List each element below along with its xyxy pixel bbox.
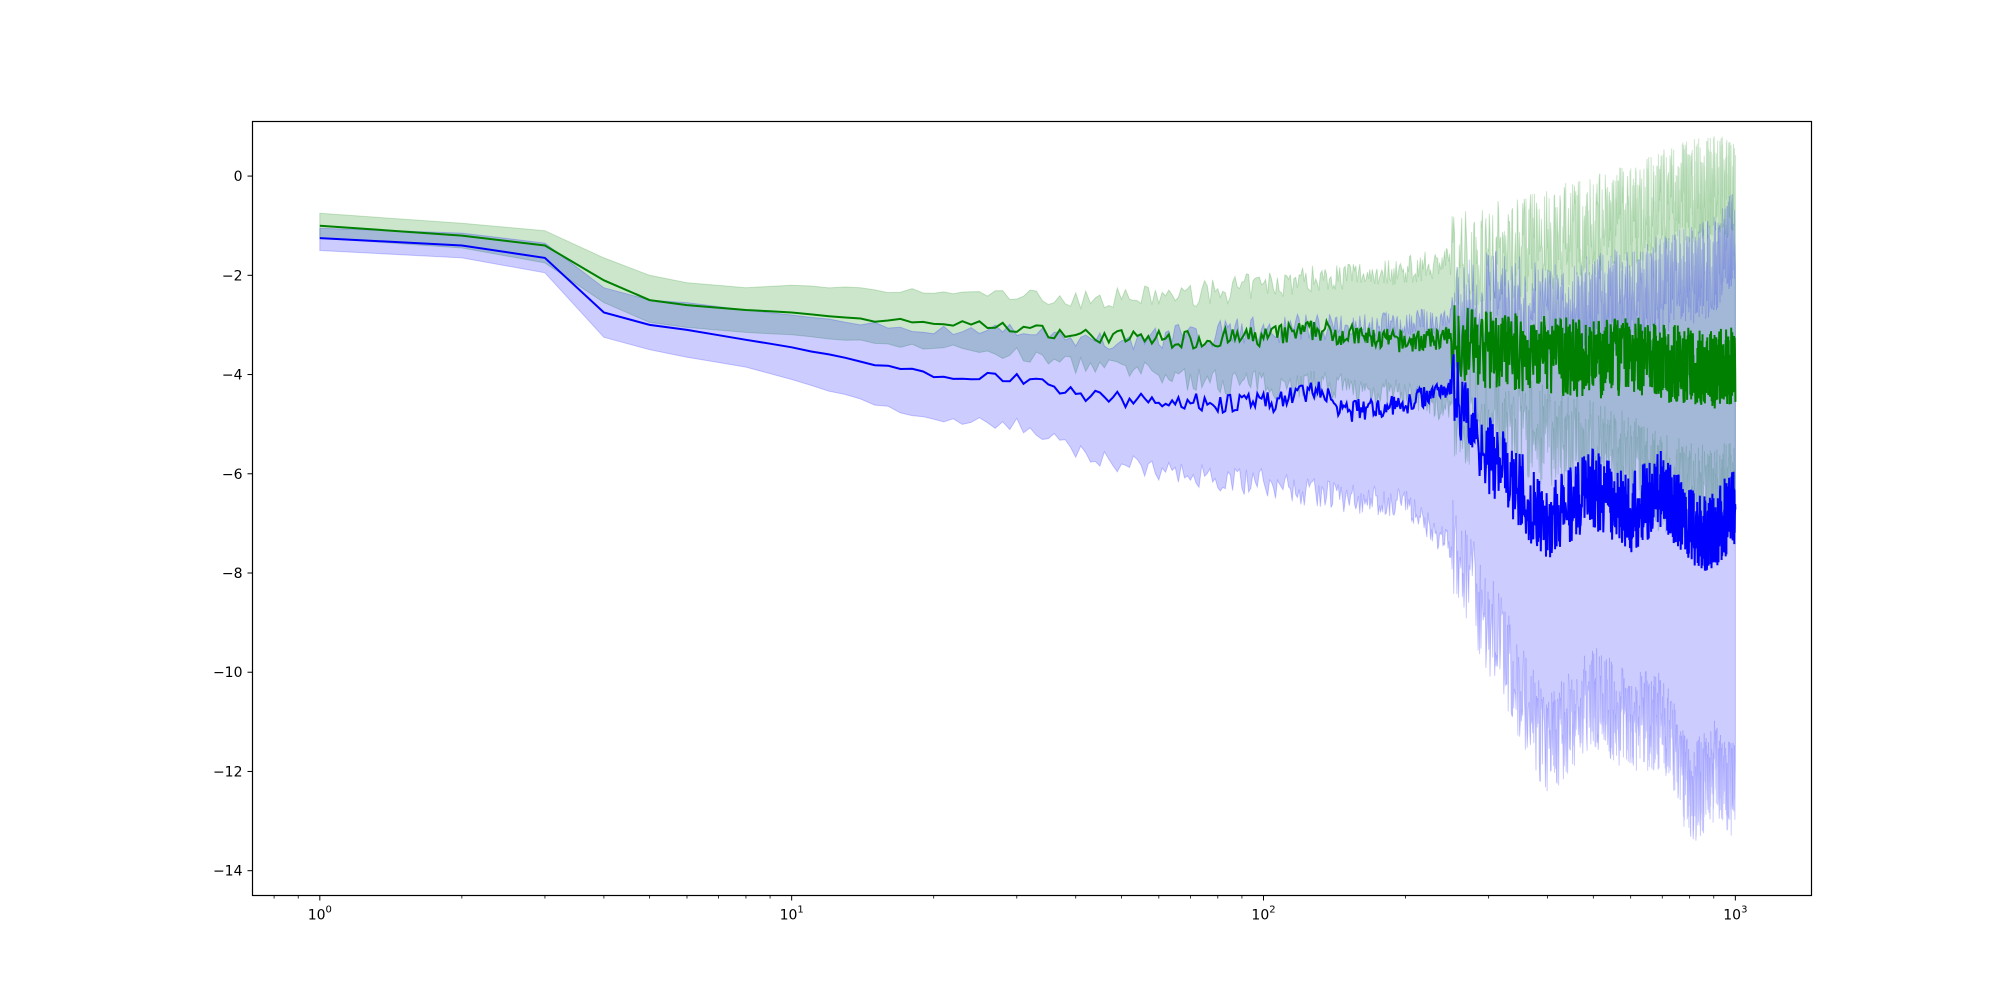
- x-tick-label: 101: [780, 905, 804, 924]
- y-tick-label: −14: [213, 864, 243, 880]
- x-tick-label: 100: [308, 905, 332, 924]
- series-lines: [319, 224, 1737, 571]
- series-1-band: [319, 136, 1736, 549]
- x-axis: 100 101 102 103: [273, 895, 1747, 924]
- plot-frame: [251, 120, 1813, 897]
- y-tick-label: 0: [234, 169, 243, 185]
- y-tick-label: −8: [222, 566, 243, 582]
- y-tick-label: −4: [222, 368, 243, 384]
- y-axis: 0 −2 −4 −6 −8 −10 −12 −14: [213, 169, 253, 880]
- x-tick-label: 102: [1251, 905, 1275, 924]
- y-tick-label: −6: [222, 467, 243, 483]
- y-tick-label: −2: [222, 268, 243, 284]
- y-tick-label: −12: [213, 764, 243, 780]
- x-tick-label: 103: [1723, 905, 1747, 924]
- series-1-line: [319, 224, 1737, 409]
- series-2-line: [319, 237, 1737, 571]
- y-tick-label: −10: [213, 665, 243, 681]
